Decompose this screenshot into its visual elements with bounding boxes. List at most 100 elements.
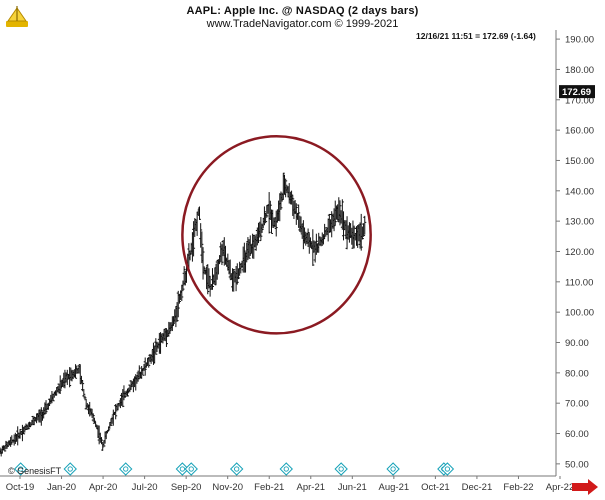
last-price-tag bbox=[559, 85, 595, 99]
date-tick-label: Apr-20 bbox=[89, 482, 118, 493]
price-tick-label: 100.00 bbox=[565, 308, 594, 319]
date-tick-label: Aug-21 bbox=[379, 482, 410, 493]
ohlc-bar bbox=[164, 328, 168, 347]
ohlc-bar bbox=[201, 247, 205, 280]
last-price-label: 172.69 bbox=[562, 87, 591, 98]
date-tick-label: Apr-22 bbox=[546, 482, 575, 493]
ohlc-bar bbox=[180, 284, 184, 302]
ohlc-bar bbox=[3, 446, 7, 452]
ohlc-bar bbox=[294, 203, 298, 225]
ohlc-bar bbox=[362, 223, 366, 237]
date-tick-label: Nov-20 bbox=[212, 482, 243, 493]
ohlc-bar bbox=[101, 441, 105, 451]
dividend-marker-icon[interactable] bbox=[440, 462, 455, 476]
ohlc-bar bbox=[220, 244, 224, 266]
annotation-layer bbox=[181, 134, 372, 335]
ohlc-bar bbox=[81, 380, 85, 392]
ohlc-bar bbox=[359, 213, 363, 251]
chart-title: AAPL: Apple Inc. @ NASDAQ (2 days bars) bbox=[186, 5, 419, 17]
date-tick-label: Feb-22 bbox=[503, 482, 533, 493]
date-tick-label: Oct-19 bbox=[6, 482, 35, 493]
ohlc-bar bbox=[333, 200, 337, 227]
dividend-marker-icon[interactable] bbox=[63, 462, 77, 476]
ohlc-bar bbox=[338, 200, 342, 226]
ohlc-bar bbox=[39, 407, 43, 426]
dividend-marker-icon[interactable] bbox=[334, 462, 348, 476]
scroll-right-arrow-icon[interactable] bbox=[572, 479, 598, 495]
ohlc-bar bbox=[264, 212, 268, 224]
ohlc-bar bbox=[252, 234, 256, 259]
ohlc-bar bbox=[100, 437, 104, 445]
dividend-marker-icon[interactable] bbox=[386, 462, 400, 476]
date-tick-label: Oct-21 bbox=[421, 482, 450, 493]
ohlc-bar bbox=[235, 263, 239, 285]
ohlc-bar bbox=[200, 231, 204, 264]
dividend-marker-icon[interactable] bbox=[184, 462, 198, 476]
ohlc-bar bbox=[267, 192, 271, 234]
price-tick-label: 70.00 bbox=[565, 399, 589, 410]
ohlc-bar bbox=[284, 178, 288, 198]
price-tick-label: 150.00 bbox=[565, 156, 594, 167]
dividend-marker-icon[interactable] bbox=[279, 462, 293, 476]
price-axis: 50.00 60.00 70.00 80.00 90.00 100.00 110.00 120… bbox=[555, 30, 595, 476]
ohlc-bar bbox=[182, 266, 186, 286]
ohlc-bar bbox=[248, 235, 252, 256]
ohlc-bar bbox=[78, 365, 82, 385]
price-tick-label: 110.00 bbox=[565, 277, 593, 288]
event-markers bbox=[13, 462, 455, 476]
ohlc-bar bbox=[340, 199, 344, 230]
ohlc-bar bbox=[242, 242, 246, 273]
ohlc-bar bbox=[51, 393, 55, 402]
ohlc-bar bbox=[141, 368, 145, 376]
date-tick-label: Dec-21 bbox=[462, 482, 493, 493]
ohlc-bar bbox=[74, 364, 78, 379]
ohlc-bar bbox=[137, 365, 141, 380]
ohlc-bar bbox=[58, 375, 62, 395]
ohlc-bar bbox=[213, 267, 217, 286]
ohlc-bar bbox=[44, 400, 48, 415]
ohlc-bar bbox=[279, 191, 283, 210]
price-readout: 12/16/21 11:51 = 172.69 (-1.64) bbox=[416, 31, 536, 41]
ohlc-bar bbox=[84, 398, 88, 410]
date-tick-label: Jan-20 bbox=[47, 482, 76, 493]
price-tick-label: 90.00 bbox=[565, 338, 589, 349]
ohlc-bar bbox=[274, 210, 278, 237]
ohlc-bar bbox=[123, 391, 127, 399]
ohlc-bar bbox=[291, 194, 295, 216]
date-tick-label: Jul-20 bbox=[132, 482, 158, 493]
price-tick-label: 190.00 bbox=[565, 35, 594, 46]
ohlc-bar bbox=[91, 413, 95, 422]
ohlc-bar bbox=[175, 302, 179, 322]
ohlc-bar bbox=[262, 206, 266, 226]
ohlc-bar bbox=[65, 369, 69, 385]
ohlc-bar bbox=[268, 200, 272, 220]
dividend-marker-icon[interactable] bbox=[13, 462, 28, 476]
price-tick-label: 130.00 bbox=[565, 217, 594, 228]
price-tick-label: 140.00 bbox=[565, 186, 594, 197]
date-tick-label: Feb-21 bbox=[254, 482, 284, 493]
price-tick-label: 160.00 bbox=[565, 126, 594, 137]
ohlc-bar bbox=[59, 380, 63, 389]
ohlc-bar bbox=[363, 215, 367, 235]
date-tick-label: Apr-21 bbox=[297, 482, 326, 493]
price-tick-label: 50.00 bbox=[565, 459, 589, 470]
ohlc-bar bbox=[259, 217, 263, 242]
ohlc-bar bbox=[121, 389, 125, 408]
ohlc-bar bbox=[297, 204, 301, 228]
ohlc-bar bbox=[236, 268, 240, 280]
ohlc-bar bbox=[360, 226, 364, 240]
ohlc-bar bbox=[82, 388, 86, 397]
trade-navigator-logo-icon bbox=[6, 6, 28, 27]
ohlc-bar bbox=[197, 206, 201, 220]
date-tick-label: Jun-21 bbox=[338, 482, 367, 493]
date-tick-label: Sep-20 bbox=[171, 482, 202, 493]
dividend-marker-icon[interactable] bbox=[119, 462, 133, 476]
ohlc-bar bbox=[102, 440, 106, 447]
ohlc-bar bbox=[125, 388, 129, 397]
price-tick-label: 60.00 bbox=[565, 429, 589, 440]
ohlc-bar bbox=[77, 364, 81, 374]
ohlc-bar bbox=[18, 428, 22, 439]
dividend-marker-icon[interactable] bbox=[229, 462, 244, 476]
watermark: © GenesisFT bbox=[8, 466, 62, 476]
